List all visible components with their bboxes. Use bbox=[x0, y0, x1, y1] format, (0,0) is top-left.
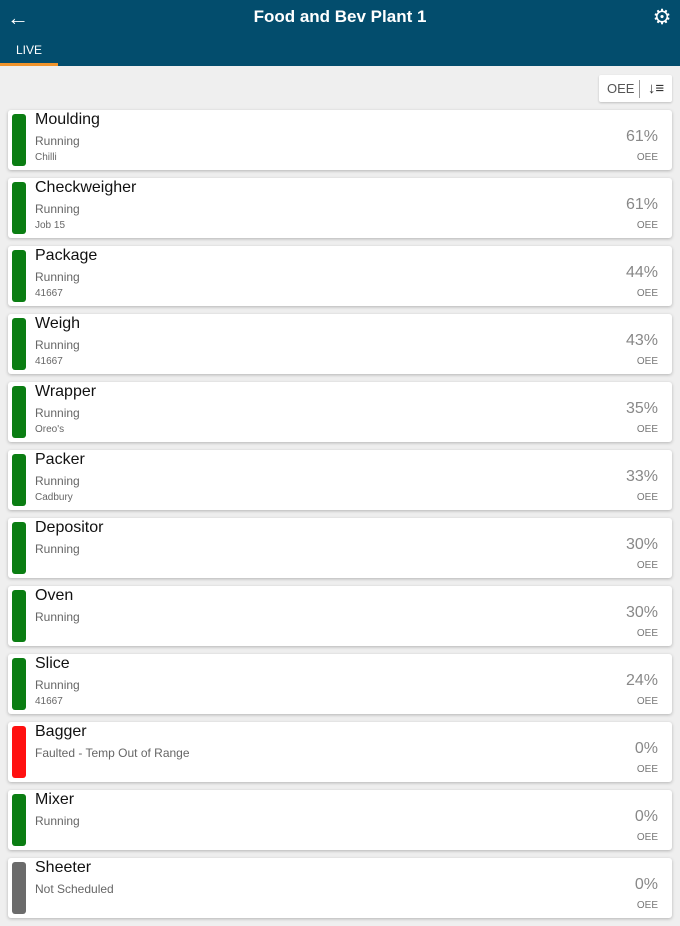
machine-name: Depositor bbox=[35, 519, 104, 536]
oee-value: 0% bbox=[634, 876, 658, 893]
sort-descending-icon[interactable]: ↓≡ bbox=[647, 80, 665, 97]
machine-job: Chilli bbox=[35, 152, 57, 163]
machine-status: Running bbox=[35, 338, 80, 352]
tab-live[interactable]: LIVE bbox=[0, 40, 58, 66]
oee-label: OEE bbox=[636, 832, 658, 843]
machine-status: Running bbox=[35, 270, 80, 284]
oee-label: OEE bbox=[636, 764, 658, 775]
machine-name: Slice bbox=[35, 655, 70, 672]
page-title: Food and Bev Plant 1 bbox=[253, 7, 427, 26]
status-color-bar bbox=[12, 590, 26, 642]
machine-status: Running bbox=[35, 542, 80, 556]
machine-job: Oreo's bbox=[35, 424, 65, 435]
machine-job: 41667 bbox=[35, 696, 63, 707]
status-color-bar bbox=[12, 182, 26, 234]
oee-value: 0% bbox=[634, 808, 658, 825]
gear-icon[interactable]: ⚙ bbox=[652, 6, 672, 29]
oee-label: OEE bbox=[636, 288, 658, 299]
machine-name: Wrapper bbox=[35, 383, 97, 400]
machine-name: Moulding bbox=[35, 111, 100, 128]
machine-job: 41667 bbox=[35, 356, 63, 367]
oee-label: OEE bbox=[636, 900, 658, 911]
oee-label: OEE bbox=[636, 628, 658, 639]
tab-indicator bbox=[0, 63, 58, 66]
oee-value: 61% bbox=[625, 196, 658, 213]
machine-card[interactable]: Wrapper Running Oreo's 35% OEE bbox=[8, 382, 672, 442]
tab-label: LIVE bbox=[15, 43, 42, 57]
machine-card[interactable]: Moulding Running Chilli 61% OEE bbox=[8, 110, 672, 170]
oee-label: OEE bbox=[636, 560, 658, 571]
machine-card[interactable]: Slice Running 41667 24% OEE bbox=[8, 654, 672, 714]
status-color-bar bbox=[12, 454, 26, 506]
divider bbox=[639, 79, 640, 98]
machine-status: Running bbox=[35, 814, 80, 828]
oee-label: OEE bbox=[636, 696, 658, 707]
oee-value: 30% bbox=[625, 536, 658, 553]
machine-status: Running bbox=[35, 406, 80, 420]
machine-card[interactable]: Sheeter Not Scheduled 0% OEE bbox=[8, 858, 672, 918]
machine-card[interactable]: Packer Running Cadbury 33% OEE bbox=[8, 450, 672, 510]
machine-name: Checkweigher bbox=[35, 179, 137, 196]
status-color-bar bbox=[12, 522, 26, 574]
machine-status: Not Scheduled bbox=[35, 882, 114, 896]
machine-name: Package bbox=[35, 247, 98, 264]
oee-label: OEE bbox=[636, 152, 658, 163]
oee-value: 30% bbox=[625, 604, 658, 621]
app-header: ← Food and Bev Plant 1 ⚙ LIVE bbox=[0, 0, 680, 66]
oee-label: OEE bbox=[636, 220, 658, 231]
oee-value: 43% bbox=[625, 332, 658, 349]
oee-value: 35% bbox=[625, 400, 658, 417]
machine-name: Weigh bbox=[35, 315, 81, 332]
machine-job: Job 15 bbox=[35, 220, 66, 231]
oee-value: 24% bbox=[625, 672, 658, 689]
machine-list: Moulding Running Chilli 61% OEE Checkweigher R… bbox=[8, 110, 672, 926]
machine-status: Running bbox=[35, 474, 80, 488]
status-color-bar bbox=[12, 386, 26, 438]
machine-card[interactable]: Oven Running 30% OEE bbox=[8, 586, 672, 646]
machine-card[interactable]: Depositor Running 30% OEE bbox=[8, 518, 672, 578]
machine-card[interactable]: Weigh Running 41667 43% OEE bbox=[8, 314, 672, 374]
sort-control[interactable]: OEE ↓≡ bbox=[599, 75, 672, 102]
arrow-left-icon[interactable]: ← bbox=[7, 5, 29, 30]
machine-card[interactable]: Bagger Faulted - Temp Out of Range 0% OEE bbox=[8, 722, 672, 782]
sort-field-label[interactable]: OEE bbox=[607, 81, 635, 96]
machine-name: Sheeter bbox=[35, 859, 92, 876]
status-color-bar bbox=[12, 794, 26, 846]
machine-status: Running bbox=[35, 134, 80, 148]
machine-job: 41667 bbox=[35, 288, 63, 299]
machine-status: Running bbox=[35, 678, 80, 692]
oee-value: 33% bbox=[625, 468, 658, 485]
oee-label: OEE bbox=[636, 356, 658, 367]
oee-value: 61% bbox=[625, 128, 658, 145]
status-color-bar bbox=[12, 250, 26, 302]
machine-card[interactable]: Package Running 41667 44% OEE bbox=[8, 246, 672, 306]
machine-status: Running bbox=[35, 202, 80, 216]
machine-card[interactable]: Mixer Running 0% OEE bbox=[8, 790, 672, 850]
machine-job: Cadbury bbox=[35, 492, 73, 503]
machine-name: Bagger bbox=[35, 723, 87, 740]
machine-name: Packer bbox=[35, 451, 85, 468]
oee-value: 0% bbox=[634, 740, 658, 757]
status-color-bar bbox=[12, 318, 26, 370]
machine-status: Faulted - Temp Out of Range bbox=[35, 746, 190, 760]
oee-value: 44% bbox=[625, 264, 658, 281]
status-color-bar bbox=[12, 726, 26, 778]
status-color-bar bbox=[12, 114, 26, 166]
machine-status: Running bbox=[35, 610, 80, 624]
machine-card[interactable]: Checkweigher Running Job 15 61% OEE bbox=[8, 178, 672, 238]
machine-name: Mixer bbox=[35, 791, 75, 808]
status-color-bar bbox=[12, 862, 26, 914]
status-color-bar bbox=[12, 658, 26, 710]
oee-label: OEE bbox=[636, 492, 658, 503]
machine-name: Oven bbox=[35, 587, 74, 604]
oee-label: OEE bbox=[636, 424, 658, 435]
